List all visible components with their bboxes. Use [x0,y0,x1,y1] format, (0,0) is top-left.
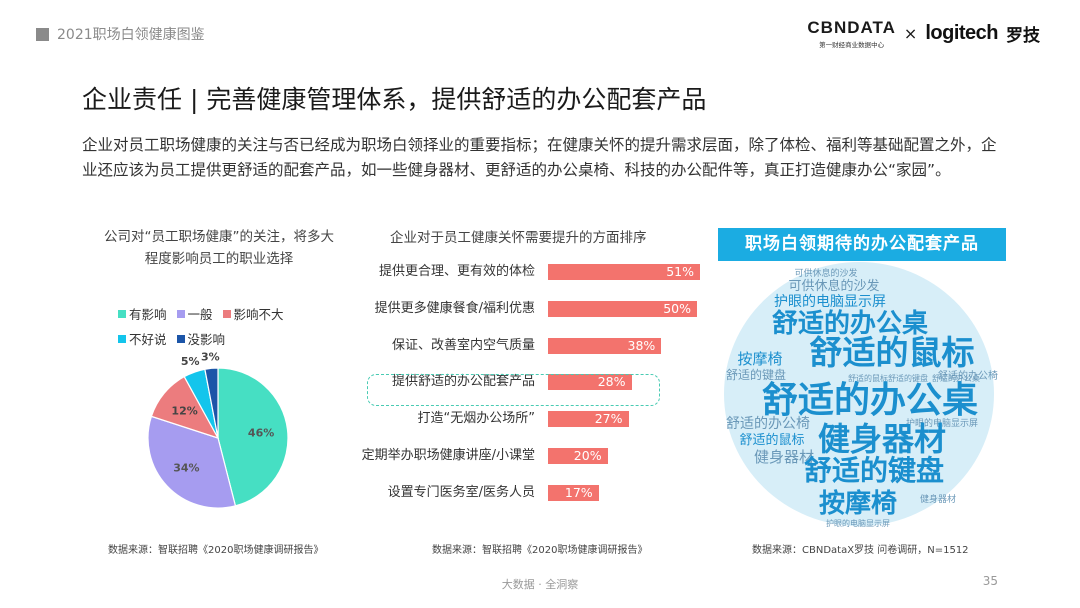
word-cloud-word: 健身器材 [754,448,814,466]
word-cloud-word: 舒适的办公椅 [938,369,998,382]
bar-category-label: 提供舒适的办公配套产品 [391,374,535,390]
pie-data-label: 3% [201,350,220,363]
word-cloud-word: 健身器材 [920,493,956,505]
bar-category-label: 提供更多健康餐食/福利优惠 [374,300,535,316]
word-cloud-word: 护眼的电脑显示屏 [774,294,886,310]
bar: 17% [548,484,599,501]
word-cloud-word: 舒适的键盘 [888,373,928,383]
bar-row: 提供更多健康餐食/福利优惠 50% [355,299,700,319]
bar: 27% [548,411,629,428]
word-cloud-word: 舒适的鼠标 [848,373,888,383]
word-cloud-word: 按摩椅 [819,488,897,519]
legend-item: 一般 [176,304,213,323]
bar-category-label: 提供更合理、更有效的体检 [378,264,535,279]
pie-slice [217,367,289,507]
legend-label: 没影响 [187,332,226,347]
legend-swatch [176,309,185,318]
cbndata-subtitle: 第一财经商业数据中心 [819,41,885,49]
legend-swatch [118,309,126,318]
pie-source: 数据来源：智联招聘《2020职场健康调研报告》 [108,545,324,556]
page-number: 35 [982,574,998,588]
bar: 50% [548,300,697,317]
pie-chart: 46% 34% 12% 5% 3% [147,350,289,509]
bar-chart: 提供更合理、更有效的体检 51% 提供更多健康餐食/福利优惠 50% 保证、改善室内空气… [355,262,700,520]
legend-label: 不好说 [129,332,167,347]
word-cloud-word: 舒适的键盘 [726,367,786,382]
bar-source: 数据来源：智联招聘《2020职场健康调研报告》 [432,545,648,556]
bar-chart-title: 企业对于员工健康关怀需要提升的方面排序 [390,230,647,246]
report-tag: 2021职场白领健康图鉴 [36,24,205,44]
bar-category-label: 打造“无烟办公场所” [417,411,535,427]
bar-category-label: 设置专门医务室/医务人员 [387,484,535,500]
bar: 28% [548,374,632,391]
legend-label: 影响不大 [233,307,284,322]
bar-value-label: 38% [627,337,656,353]
bar-row: 定期举办职场健康讲座/小课堂 20% [355,446,700,466]
pie-data-label: 34% [173,462,199,475]
brand-logos: CBNDATA 第一财经商业数据中心 × logitech 罗技 [807,18,1040,49]
pie-data-label: 5% [181,355,200,368]
bar-row: 提供更合理、更有效的体检 51% [355,262,700,282]
word-cloud-word: 舒适的办公桌 [772,308,928,339]
word-cloud: 可供休息的沙发 可供休息的沙发 护眼的电脑显示屏 舒适的办公桌 按摩椅 舒适的鼠标 舒适的键… [722,262,1002,532]
pie-chart-title: 公司对“员工职场健康”的关注，将多大程度影响员工的职业选择 [104,229,334,267]
word-cloud-word: 护眼的电脑显示屏 [826,518,890,528]
pie-legend: 有影响 一般 影响不大不好说 没影响 [118,304,348,348]
bar-category-label: 定期举办职场健康讲座/小课堂 [361,448,535,463]
word-cloud-word: 舒适的鼠标 [739,432,804,448]
pie-data-label: 46% [248,427,274,440]
bar-row: 提供舒适的办公配套产品 28% [355,372,700,392]
word-cloud-word: 舒适的键盘 [804,454,944,487]
footer-slogan: 大数据 · 全洞察 [501,578,579,591]
bar-row: 打造“无烟办公场所” 27% [355,409,700,429]
legend-label: 有影响 [129,307,167,322]
luoji-logo: 罗技 [1006,26,1040,46]
bar-value-label: 17% [564,484,593,500]
word-cloud-background [724,262,994,526]
cbndata-name: CBNDATA [807,18,896,37]
bar-row: 保证、改善室内空气质量 38% [355,336,700,356]
word-cloud-word: 健身器材 [818,420,946,458]
pie-data-label: 12% [171,404,197,417]
legend-item: 没影响 [176,329,226,348]
pie-slice [147,415,237,509]
legend-item: 有影响 [118,304,167,323]
legend-swatch [176,334,185,343]
bar-row: 设置专门医务室/医务人员 17% [355,483,700,503]
bar-value-label: 51% [666,264,694,279]
bar-category-label: 保证、改善室内空气质量 [391,337,535,353]
bar: 51% [548,264,700,280]
cloud-source: 数据来源：CBNDataX罗技 问卷调研，N=1512 [752,545,969,556]
legend-item: 不好说 [118,329,167,348]
logitech-logo: logitech [925,22,998,44]
bar-value-label: 20% [573,448,602,463]
report-label: 2021职场白领健康图鉴 [57,27,205,43]
brand-cross: × [903,24,918,43]
bar: 38% [548,337,662,354]
word-cloud-word: 舒适的鼠标 [810,333,975,372]
highlight-box [367,374,660,406]
pie-slice [204,367,219,439]
legend-item: 影响不大 [222,304,284,323]
page-title: 企业责任 | 完善健康管理体系，提供舒适的办公配套产品 [82,85,707,114]
intro-paragraph: 企业对员工职场健康的关注与否已经成为职场白领择业的重要指标；在健康关怀的提升需求… [82,136,997,179]
word-cloud-word: 舒适的办公桌 [762,380,978,421]
word-cloud-word: 按摩椅 [737,350,782,368]
square-icon [36,27,49,41]
legend-swatch [222,309,231,318]
legend-swatch [118,334,126,343]
legend-label: 一般 [187,307,213,322]
word-cloud-word: 护眼的电脑显示屏 [906,417,978,429]
word-cloud-word: 可供休息的沙发 [794,267,857,279]
bar: 20% [548,448,608,464]
bar-value-label: 28% [597,374,626,390]
cbndata-logo: CBNDATA 第一财经商业数据中心 [807,18,896,49]
bar-value-label: 27% [594,411,623,427]
bar-value-label: 50% [663,300,691,316]
word-cloud-word: 舒适的办公椅 [726,416,810,432]
word-cloud-title: 职场白领期待的办公配套产品 [718,228,1006,261]
word-cloud-word: 可供休息的沙发 [788,278,879,294]
word-cloud-word: 舒适的办公桌 [932,373,980,383]
